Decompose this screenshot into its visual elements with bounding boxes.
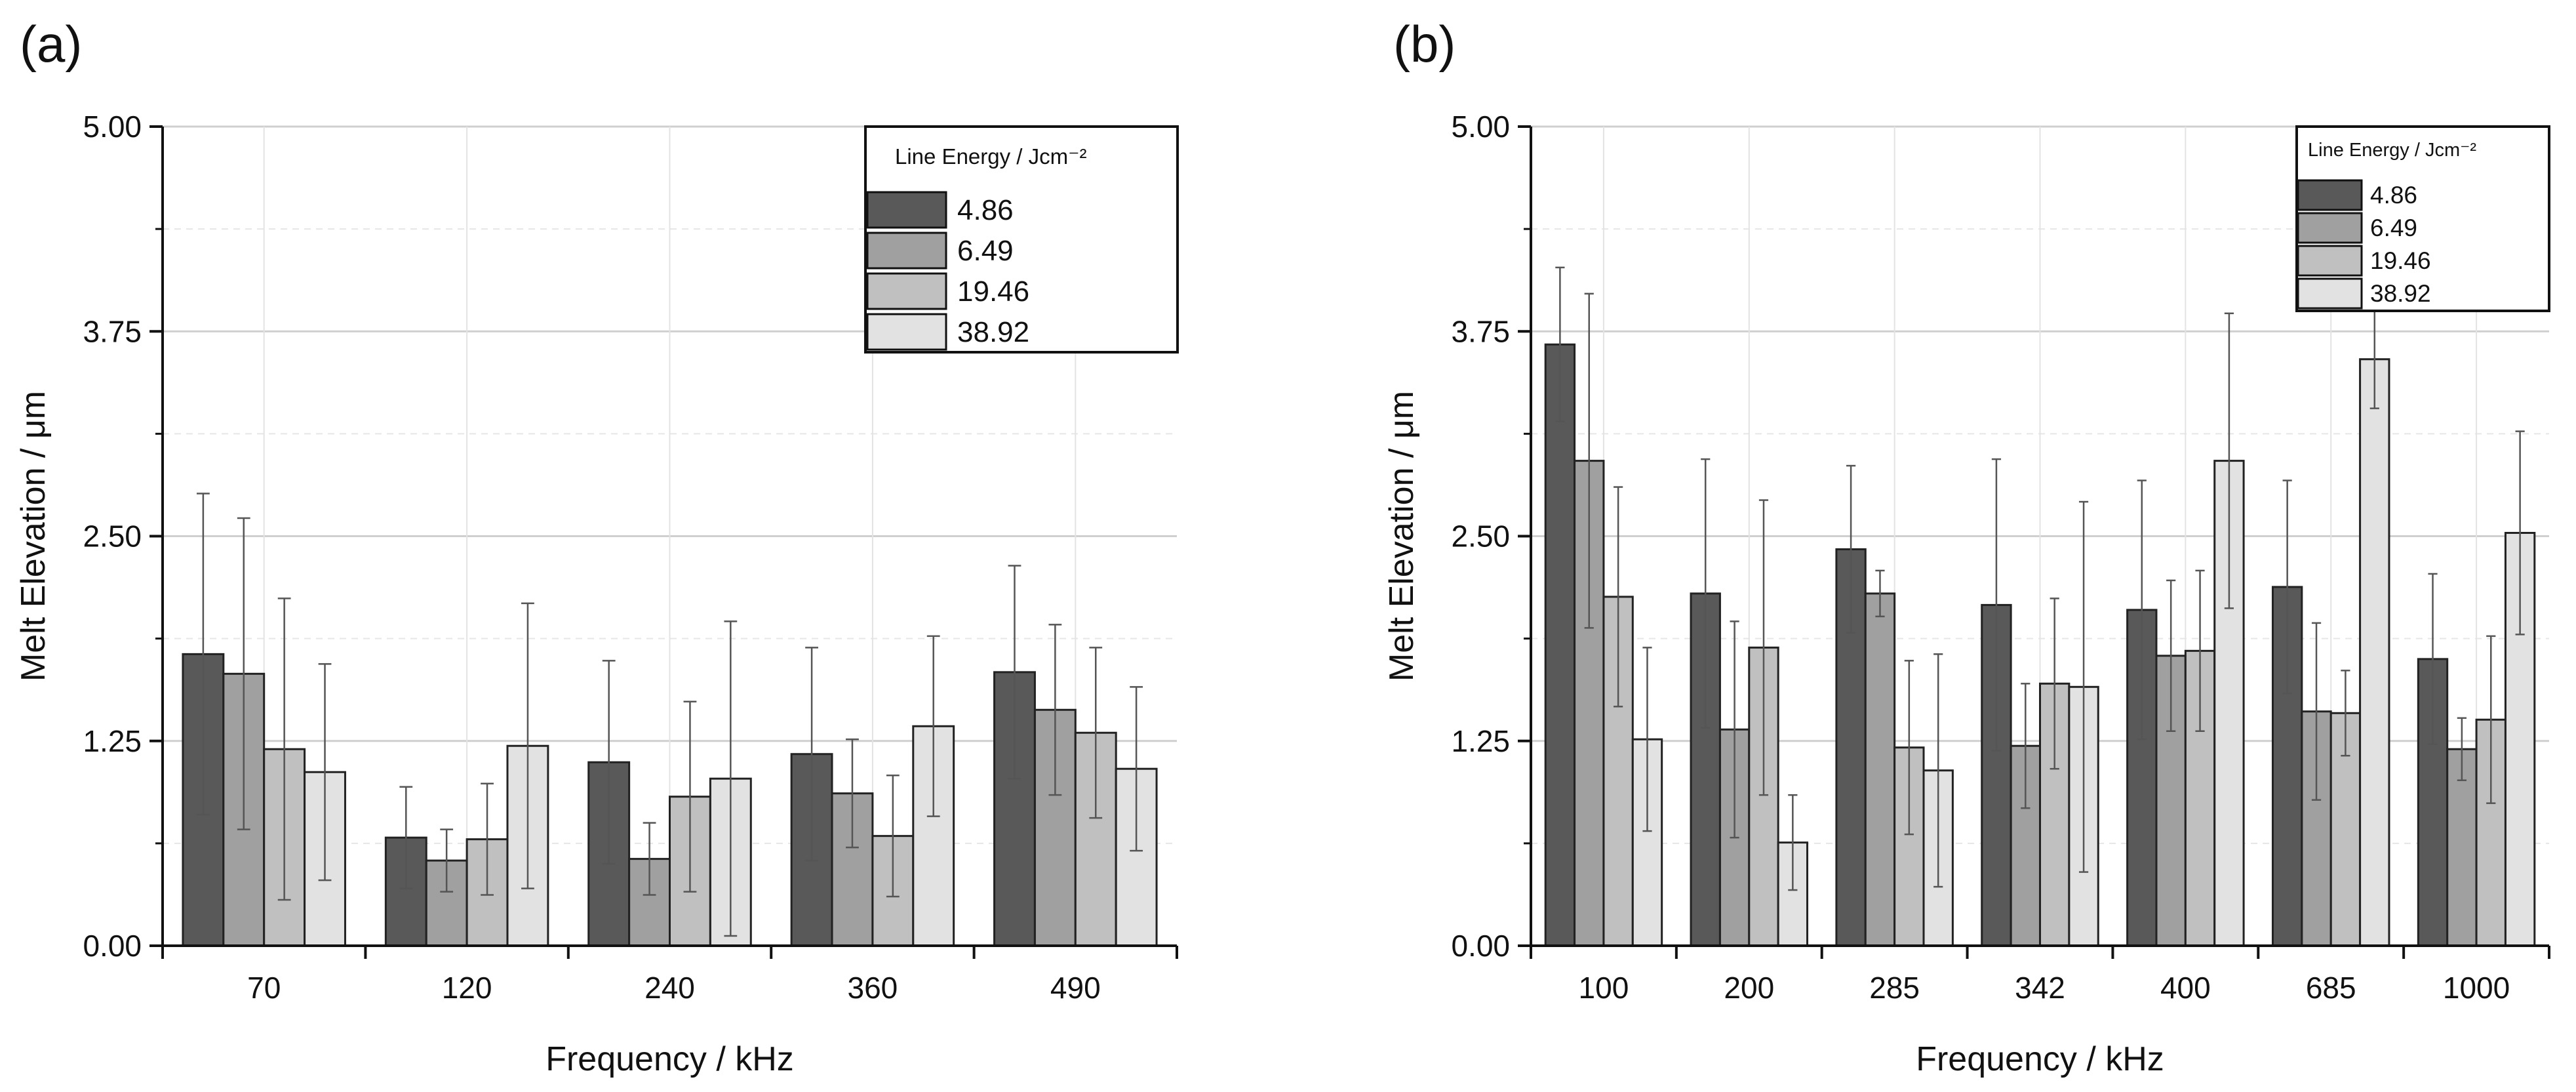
legend-title: Line Energy / Jcm⁻²: [895, 144, 1087, 169]
legend-a: Line Energy / Jcm⁻² 4.86 6.49 19.46 38.92: [864, 125, 1179, 354]
x-tick-label: 685: [2306, 971, 2356, 1005]
x-tick-label: 200: [1724, 971, 1774, 1005]
x-tick-label: 360: [848, 971, 898, 1005]
x-tick-label: 240: [644, 971, 695, 1005]
legend-swatch-19.46: [2297, 245, 2363, 277]
x-tick-label: 342: [2015, 971, 2065, 1005]
legend-label-4.86: 4.86: [2370, 182, 2417, 209]
x-axis-title: Frequency / kHz: [545, 1040, 794, 1078]
x-tick-label: 1000: [2443, 971, 2510, 1005]
legend-label-19.46: 19.46: [957, 275, 1029, 308]
y-tick-label: 3.75: [83, 314, 142, 348]
y-tick-label: 3.75: [1451, 314, 1510, 348]
x-axis-title: Frequency / kHz: [1916, 1040, 2164, 1078]
x-tick-label: 285: [1869, 971, 1920, 1005]
legend-label-19.46: 19.46: [2370, 247, 2431, 274]
legend-title: Line Energy / Jcm⁻²: [2308, 140, 2476, 161]
y-tick-label: 2.50: [1451, 519, 1510, 554]
chart-panel-a: 0.00 1.25 2.50 3.75 5.00 70 120 240 360 490 Freque…: [14, 110, 1179, 1078]
legend-label-6.49: 6.49: [957, 235, 1014, 267]
bar-b-200-19.46: [1748, 646, 1779, 947]
legend-swatch-6.49: [866, 232, 947, 270]
x-tick-label: 400: [2160, 971, 2211, 1005]
x-tick-label: 490: [1050, 971, 1101, 1005]
y-axis-title: Melt Elevation / μm: [1383, 391, 1421, 681]
legend-label-38.92: 38.92: [2370, 280, 2431, 307]
legend-label-38.92: 38.92: [957, 316, 1029, 348]
panel-label-b: (b): [1393, 15, 1456, 73]
legend-swatch-4.86: [866, 191, 947, 229]
legend-swatch-4.86: [2297, 179, 2363, 211]
legend-swatch-38.92: [866, 313, 947, 351]
legend-swatch-38.92: [2297, 277, 2363, 310]
legend-swatch-19.46: [866, 272, 947, 310]
legend-swatch-6.49: [2297, 212, 2363, 244]
x-tick-label: 100: [1579, 971, 1629, 1005]
y-axis-title: Melt Elevation / μm: [14, 391, 52, 681]
bar-b-285-6.49: [1864, 592, 1896, 947]
y-tick-label: 5.00: [83, 110, 142, 144]
y-tick-label: 0.00: [83, 929, 142, 963]
legend-label-6.49: 6.49: [2370, 214, 2417, 241]
x-tick-label: 120: [442, 971, 492, 1005]
y-tick-label: 1.25: [1451, 724, 1510, 758]
y-tick-label: 5.00: [1451, 110, 1510, 144]
y-tick-label: 1.25: [83, 724, 142, 758]
bar-b-685-38.92: [2359, 358, 2390, 947]
bar-b-400-38.92: [2213, 460, 2245, 947]
y-tick-label: 0.00: [1451, 929, 1510, 963]
bar-b-1000-4.86: [2417, 658, 2449, 947]
x-tick-label: 70: [247, 971, 281, 1005]
panel-label-a: (a): [20, 15, 83, 73]
bar-b-100-4.86: [1544, 343, 1576, 947]
chart-panel-b: 0.00 1.25 2.50 3.75 5.00 100 200 285 342 400 685 10…: [1383, 110, 2550, 1078]
y-tick-label: 2.50: [83, 519, 142, 554]
legend-b: Line Energy / Jcm⁻² 4.86 6.49 19.46 38.92: [2295, 125, 2550, 312]
legend-label-4.86: 4.86: [957, 194, 1014, 226]
